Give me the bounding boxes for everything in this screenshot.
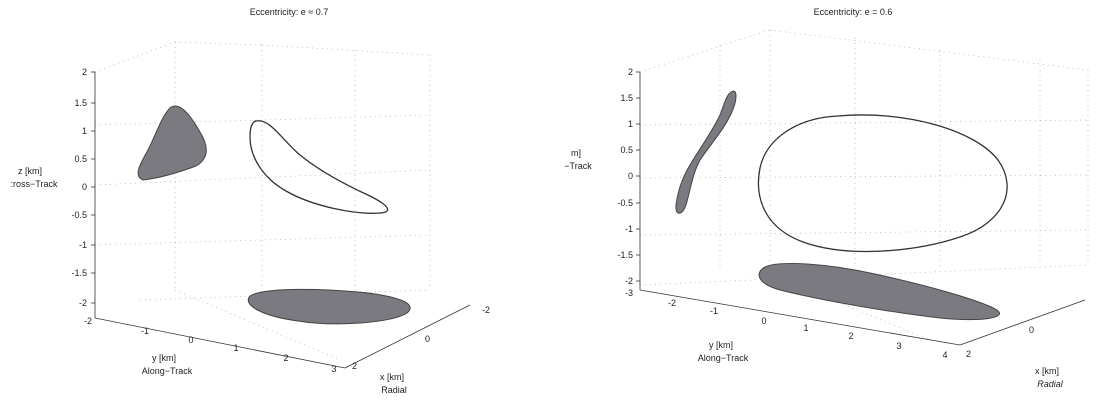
x-tick-label: 0: [425, 334, 430, 344]
x-tick-label: -2: [482, 305, 490, 315]
z-tick-label: -1: [625, 224, 633, 234]
z-tick-label: -3: [625, 288, 633, 298]
z-tick-label: 0: [82, 182, 87, 192]
z-tick-label: -2: [625, 276, 633, 286]
z-tick-label: 0.5: [620, 145, 633, 155]
x-axis-sublabel: Radial: [381, 385, 407, 395]
orbit-curve-right: [757, 114, 1008, 253]
chart-title: Eccentricity: e = 0.6: [814, 7, 893, 17]
z-tick-label: -1: [79, 240, 87, 250]
z-ticks-right: 2 1.5 1 0.5 0 -0.5 -1 -1.5 -2 -3: [617, 67, 633, 298]
orbit-curve-left: [249, 120, 389, 214]
axes-left: [91, 71, 471, 369]
z-ticks-left: 2 1.5 1 0.5 0 -0.5 -1 -1.5 -2: [71, 67, 87, 308]
z-tick-label: 0: [628, 171, 633, 181]
chart-left: Eccentricity: e ≈ 0.7: [11, 7, 490, 395]
y-tick-label: 3: [896, 341, 901, 351]
y-tick-label: 1: [803, 323, 808, 333]
x-ticks-right: 2 0: [966, 325, 1034, 359]
y-tick-label: 3: [331, 364, 336, 374]
y-axis-label: y [km]: [709, 340, 733, 350]
chart-title: Eccentricity: e ≈ 0.7: [250, 7, 328, 17]
x-tick-label: 2: [352, 361, 357, 371]
y-tick-label: -1: [141, 326, 149, 336]
z-tick-label: 1.5: [620, 93, 633, 103]
projection-yz-left: [137, 105, 207, 181]
y-tick-label: 4: [942, 350, 947, 360]
z-tick-label: -1.5: [617, 250, 633, 260]
projection-yz-right: [675, 90, 737, 214]
x-axis-label: x [km]: [380, 372, 404, 382]
axes-right: [636, 71, 1086, 346]
z-tick-label: 1.5: [74, 98, 87, 108]
x-ticks-left: 2 0 -2: [352, 305, 490, 371]
projection-xy-left: [247, 288, 411, 325]
y-axis-label: y [km]: [152, 353, 176, 363]
z-tick-label: 1: [628, 119, 633, 129]
axis-labels-right: m] −Track y [km] Along−Track x [km] Radi…: [564, 148, 1063, 389]
y-axis-sublabel: Along−Track: [142, 366, 193, 376]
z-tick-label: -0.5: [71, 210, 87, 220]
x-tick-label: 2: [966, 349, 971, 359]
z-tick-label: 0.5: [74, 154, 87, 164]
x-tick-label: 0: [1029, 325, 1034, 335]
y-tick-label: -2: [84, 316, 92, 326]
y-tick-label: 1: [233, 343, 238, 353]
z-tick-label: 1: [82, 126, 87, 136]
y-tick-label: -1: [710, 306, 718, 316]
y-axis-sublabel: Along−Track: [698, 353, 749, 363]
y-tick-label: 0: [761, 316, 766, 326]
z-tick-label: -2: [79, 298, 87, 308]
y-tick-label: 0: [188, 335, 193, 345]
y-ticks-right: -2 -1 0 1 2 3 4: [668, 298, 948, 360]
z-axis-sublabel: −Track: [564, 161, 592, 171]
y-tick-label: -2: [668, 298, 676, 308]
z-tick-label: -1.5: [71, 268, 87, 278]
z-tick-label: 2: [82, 67, 87, 77]
z-axis-label: m]: [571, 148, 581, 158]
x-axis-sublabel: Radial: [1037, 379, 1064, 389]
chart-right: Eccentricity: e = 0.6: [564, 7, 1089, 389]
y-tick-label: 2: [283, 353, 288, 363]
z-tick-label: 2: [628, 67, 633, 77]
z-axis-sublabel: :ross−Track: [11, 179, 58, 189]
projection-xy-right: [758, 262, 1000, 321]
x-axis-label: x [km]: [1035, 366, 1059, 376]
z-axis-label: z [km]: [18, 166, 42, 176]
z-tick-label: -0.5: [617, 198, 633, 208]
axis-labels-left: z [km] :ross−Track y [km] Along−Track x …: [11, 166, 407, 395]
y-ticks-left: -2 -1 0 1 2 3: [84, 316, 337, 374]
y-tick-label: 2: [848, 331, 853, 341]
